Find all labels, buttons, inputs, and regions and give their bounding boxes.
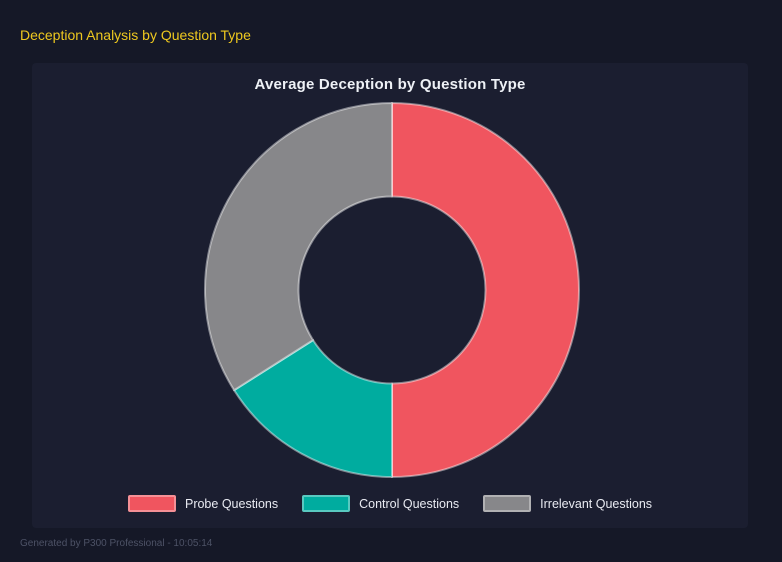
legend-label: Control Questions	[359, 496, 460, 511]
legend-label: Irrelevant Questions	[540, 496, 653, 511]
page-title: Deception Analysis by Question Type	[20, 27, 251, 43]
legend-swatch	[483, 495, 532, 512]
donut-slice-irrelevant-questions[interactable]	[204, 102, 393, 392]
legend-item-irrelevant-questions[interactable]: Irrelevant Questions	[483, 495, 652, 512]
legend-label: Probe Questions	[184, 496, 279, 511]
legend-item-control-questions[interactable]: Control Questions	[302, 495, 459, 512]
donut-chart-svg	[204, 102, 580, 478]
legend-swatch	[302, 495, 351, 512]
legend-swatch	[127, 495, 176, 512]
chart-title: Average Deception by Question Type	[254, 76, 526, 93]
donut-slice-control-questions[interactable]	[233, 339, 393, 478]
chart-panel: Average Deception by Question Type Probe…	[32, 63, 748, 528]
chart-legend: Probe Questions Control Questions Irreleva…	[32, 495, 748, 512]
legend-item-probe-questions[interactable]: Probe Questions	[127, 495, 279, 512]
donut-slice-probe-questions[interactable]	[391, 102, 580, 478]
donut-chart	[203, 101, 581, 479]
footer-text: Generated by P300 Professional - 10:05:1…	[20, 538, 213, 549]
